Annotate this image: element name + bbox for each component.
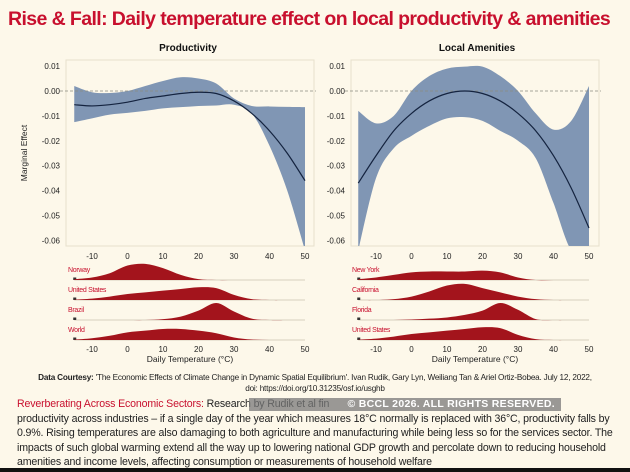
productivity-y-tick-label: -0.04 <box>42 187 61 196</box>
productivity-x-tick-label: 50 <box>301 252 310 261</box>
hist-right-series-label: United States <box>352 327 391 334</box>
hist-right-x-tick-label: -10 <box>370 345 382 354</box>
hist-right-x-tick-label: 40 <box>549 345 558 354</box>
hist-left-x-tick-label: 0 <box>125 345 130 354</box>
hist-left-series-label: Brazil <box>68 307 84 314</box>
amenities-x-tick-label: 0 <box>409 252 414 261</box>
productivity-y-tick-label: -0.03 <box>42 162 61 171</box>
amenities-x-tick-label: 40 <box>549 252 558 261</box>
productivity-x-tick-label: 20 <box>194 252 203 261</box>
productivity-y-tick-label: 0.01 <box>44 62 60 71</box>
hist-right-x-tick-label: 50 <box>585 345 594 354</box>
amenities-x-tick-label: 10 <box>443 252 452 261</box>
amenities-panel-title: Local Amenities <box>439 43 516 54</box>
hist-right-x-tick-label: 10 <box>443 345 452 354</box>
productivity-confidence-band <box>74 77 305 246</box>
productivity-fit-line <box>74 91 306 181</box>
hist-right-xlabel: Daily Temperature (°C) <box>432 354 519 364</box>
productivity-x-tick-label: 30 <box>230 252 239 261</box>
hist-left-origin-marker <box>73 337 77 340</box>
amenities-x-tick-label: 50 <box>585 252 594 261</box>
amenities-y-tick-label: -0.01 <box>327 112 346 121</box>
productivity-y-tick-label: -0.02 <box>42 137 61 146</box>
hist-right-distribution-florida <box>358 302 572 321</box>
hist-left-origin-marker <box>73 277 77 280</box>
hist-left-xlabel: Daily Temperature (°C) <box>147 354 234 364</box>
amenities-y-tick-label: -0.06 <box>327 236 346 245</box>
amenities-x-tick-label: 30 <box>514 252 523 261</box>
hist-left-distribution-world <box>74 328 288 341</box>
productivity-x-tick-label: -10 <box>86 252 98 261</box>
credit-label: Data Courtesy: <box>38 373 94 382</box>
amenities-x-tick-label: 20 <box>478 252 487 261</box>
hist-left-x-tick-label: -10 <box>86 345 98 354</box>
hist-left-x-tick-label: 30 <box>230 345 239 354</box>
hist-right-x-tick-label: 20 <box>478 345 487 354</box>
copyright-watermark: © BCCL 2026. ALL RIGHTS RESERVED. <box>249 398 561 411</box>
amenities-y-tick-label: -0.02 <box>327 137 346 146</box>
hist-left-x-tick-label: 40 <box>265 345 274 354</box>
hist-left-distribution-united-states <box>74 287 288 301</box>
hist-left-x-tick-label: 10 <box>159 345 168 354</box>
hist-left-series-label: World <box>68 327 85 334</box>
productivity-y-tick-label: -0.06 <box>42 236 61 245</box>
hist-left-series-label: Norway <box>68 267 91 274</box>
hist-left-x-tick-label: 20 <box>194 345 203 354</box>
paragraph-lead: Reverberating Across Economic Sectors: <box>17 398 204 410</box>
amenities-y-tick-label: 0.00 <box>329 87 345 96</box>
infographic-title: Rise & Fall: Daily temperature effect on… <box>8 8 611 30</box>
productivity-plot-frame <box>65 59 315 247</box>
paragraph-body: productivity across industries – if a si… <box>17 412 613 469</box>
productivity-panel-title: Productivity <box>159 43 217 54</box>
hist-left-origin-marker <box>73 297 77 300</box>
hist-right-distribution-united-states <box>358 327 572 341</box>
amenities-fit-line <box>357 90 590 229</box>
data-credit-doi: doi: https://doi.org/10.31235/osf.io/usg… <box>245 384 385 393</box>
hist-right-distribution-new-york <box>358 270 572 281</box>
productivity-y-tick-label: 0.00 <box>44 87 60 96</box>
amenities-x-tick-label: -10 <box>370 252 382 261</box>
y-axis-label: Marginal Effect <box>19 124 29 181</box>
summary-paragraph: Reverberating Across Economic Sectors: R… <box>17 397 617 470</box>
productivity-y-tick-label: -0.01 <box>42 112 61 121</box>
amenities-y-tick-label: -0.05 <box>327 212 346 221</box>
hist-left-origin-marker <box>73 317 77 320</box>
hist-right-series-label: California <box>352 287 379 294</box>
hist-left-series-label: United States <box>68 287 107 294</box>
hist-left-x-tick-label: 50 <box>301 345 310 354</box>
credit-citation: 'The Economic Effects of Climate Change … <box>95 373 592 382</box>
amenities-y-tick-label: -0.03 <box>327 162 346 171</box>
bottom-border <box>0 468 630 472</box>
hist-right-origin-marker <box>357 277 361 280</box>
amenities-y-tick-label: -0.04 <box>327 187 346 196</box>
hist-right-series-label: New York <box>352 267 380 274</box>
data-credit-line1: Data Courtesy: 'The Economic Effects of … <box>0 373 630 382</box>
hist-right-x-tick-label: 0 <box>409 345 414 354</box>
hist-right-origin-marker <box>357 317 361 320</box>
hist-right-origin-marker <box>357 337 361 340</box>
amenities-plot-frame <box>350 59 600 247</box>
hist-right-series-label: Florida <box>352 307 372 314</box>
hist-right-origin-marker <box>357 297 361 300</box>
amenities-y-tick-label: 0.01 <box>329 62 345 71</box>
productivity-x-tick-label: 0 <box>125 252 130 261</box>
hist-right-distribution-california <box>358 283 572 301</box>
hist-left-distribution-norway <box>74 263 288 281</box>
productivity-x-tick-label: 10 <box>159 252 168 261</box>
productivity-y-tick-label: -0.05 <box>42 212 61 221</box>
hist-right-x-tick-label: 30 <box>514 345 523 354</box>
hist-left-distribution-brazil <box>74 302 288 321</box>
productivity-x-tick-label: 40 <box>265 252 274 261</box>
amenities-confidence-band <box>358 65 589 246</box>
